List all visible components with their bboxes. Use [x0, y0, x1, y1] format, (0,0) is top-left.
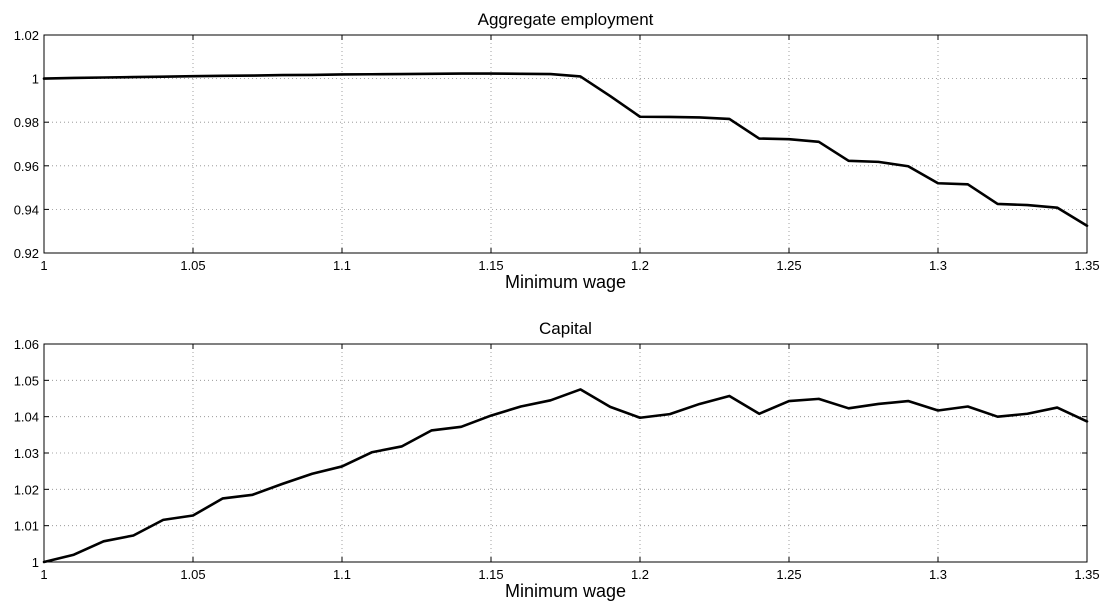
y-tick-label: 1.05: [14, 373, 39, 388]
y-tick-label: 1: [32, 72, 39, 87]
x-axis-label: Minimum wage: [505, 272, 626, 292]
x-axis-label: Minimum wage: [505, 581, 626, 601]
x-tick-label: 1.1: [333, 567, 351, 582]
y-tick-label: 1.03: [14, 446, 39, 461]
y-tick-label: 1.02: [14, 482, 39, 497]
x-tick-label: 1.35: [1074, 567, 1099, 582]
chart-title: Aggregate employment: [478, 10, 654, 29]
x-tick-label: 1.2: [631, 258, 649, 273]
series-line: [42, 388, 1089, 564]
y-tick-label: 1.02: [14, 28, 39, 43]
x-tick-label: 1.3: [929, 567, 947, 582]
x-tick-label: 1.2: [631, 567, 649, 582]
y-tick-label: 0.94: [14, 202, 39, 217]
x-tick-label: 1.35: [1074, 258, 1099, 273]
x-tick-label: 1.25: [776, 567, 801, 582]
y-tick-label: 0.96: [14, 159, 39, 174]
y-tick-label: 1.04: [14, 410, 39, 425]
y-tick-label: 0.98: [14, 115, 39, 130]
x-tick-label: 1.05: [180, 567, 205, 582]
plot-frame: [43, 34, 1088, 254]
capital-chart: 1 1.05 1.1 1.15 1.2 1.25 1.3 1.35 1 1.01 1.02 1.03 1…: [14, 319, 1100, 601]
chart-title: Capital: [539, 319, 592, 338]
y-tick-label: 1: [32, 555, 39, 570]
plot-frame: [43, 343, 1088, 563]
x-tick-label: 1.05: [180, 258, 205, 273]
x-tick-label: 1.1: [333, 258, 351, 273]
series-line: [42, 72, 1089, 228]
y-tick-label: 0.92: [14, 246, 39, 261]
x-tick-label: 1: [40, 258, 47, 273]
employment-chart: 1 1.05 1.1 1.15 1.2 1.25 1.3 1.35 0.92 0.94 0.96 0.…: [14, 10, 1100, 292]
y-tick-label: 1.01: [14, 519, 39, 534]
x-tick-label: 1.15: [478, 258, 503, 273]
x-tick-label: 1.25: [776, 258, 801, 273]
x-tick-label: 1: [40, 567, 47, 582]
y-tick-label: 1.06: [14, 337, 39, 352]
x-tick-label: 1.3: [929, 258, 947, 273]
x-tick-label: 1.15: [478, 567, 503, 582]
